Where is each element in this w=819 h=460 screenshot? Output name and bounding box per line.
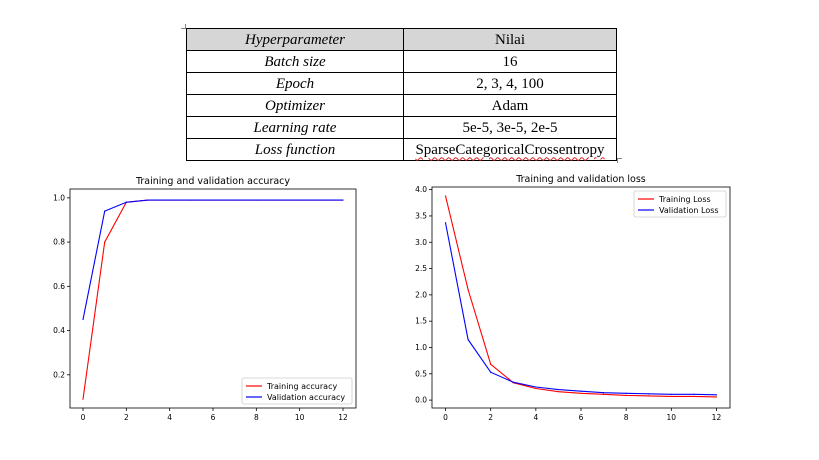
x-tick-label: 2 (124, 413, 129, 422)
x-tick-label: 4 (167, 413, 172, 422)
y-tick-label: 0.5 (415, 369, 427, 378)
row-value: 16 (403, 50, 617, 73)
x-tick-label: 8 (254, 413, 259, 422)
data-point (320, 199, 322, 201)
legend-label: Validation Loss (659, 206, 719, 215)
data-point (580, 392, 582, 394)
x-tick-label: 0 (81, 413, 86, 422)
y-tick-label: 1.0 (53, 193, 65, 202)
data-point (467, 289, 469, 291)
hyperparameter-table: Hyperparameter Nilai Batch size 16 Epoch… (186, 28, 617, 161)
row-label: Learning rate (186, 116, 404, 139)
data-point (147, 199, 149, 201)
data-point (444, 195, 447, 197)
x-tick-label: 12 (712, 413, 722, 422)
x-tick-label: 2 (488, 413, 493, 422)
data-point (670, 395, 672, 398)
data-point (625, 392, 627, 394)
y-tick-label: 1.0 (415, 343, 427, 352)
data-point (104, 241, 106, 243)
data-point (467, 338, 469, 341)
data-point (670, 393, 672, 395)
table-corner-mark (617, 158, 622, 163)
y-tick-label: 0.2 (53, 370, 65, 379)
data-point (557, 391, 560, 393)
chart-title: Training and validation accuracy (135, 176, 290, 187)
data-point (693, 393, 695, 395)
data-point (693, 395, 695, 398)
legend-box (241, 377, 353, 405)
data-point (715, 396, 718, 398)
x-tick-label: 12 (338, 413, 348, 422)
data-point (490, 371, 492, 373)
x-tick-label: 8 (624, 413, 629, 422)
data-point (602, 393, 605, 395)
y-tick-label: 1.5 (415, 317, 427, 326)
row-value: SparseCategoricalCrossentropy (403, 138, 617, 161)
series-line (444, 195, 717, 398)
table-header-hyperparameter: Hyperparameter (186, 28, 404, 51)
x-tick-label: 10 (667, 413, 677, 422)
plot-frame (431, 186, 731, 409)
series-line (444, 222, 717, 396)
data-point (557, 388, 560, 391)
data-point (625, 394, 627, 396)
data-point (342, 199, 344, 201)
data-point (169, 199, 171, 201)
loss-function-value: SparseCategoricalCrossentropy (415, 141, 605, 158)
y-tick-label: 0.8 (53, 238, 65, 247)
row-label: Loss function (186, 138, 404, 161)
data-point (277, 199, 279, 201)
x-tick-label: 6 (579, 413, 584, 422)
data-point (212, 199, 214, 201)
data-point (82, 318, 84, 321)
y-tick-label: 0.0 (415, 396, 427, 405)
x-tick-label: 0 (443, 413, 448, 422)
y-tick-label: 4.0 (415, 185, 427, 194)
chart-title: Training and validation loss (515, 174, 646, 185)
legend-label: Training Loss (658, 195, 711, 204)
y-tick-label: 2.0 (415, 290, 427, 299)
data-point (490, 363, 492, 365)
y-tick-label: 3.5 (415, 211, 427, 220)
table-corner-mark (181, 24, 186, 29)
data-point (255, 199, 257, 201)
data-point (190, 199, 192, 201)
x-tick-label: 6 (211, 413, 216, 422)
data-point (82, 398, 84, 400)
row-value: Adam (403, 94, 617, 117)
table-row: Batch size 16 (186, 50, 617, 73)
x-tick-label: 4 (533, 413, 538, 422)
data-point (104, 210, 106, 212)
data-point (299, 199, 301, 201)
legend-label: Validation accuracy (267, 393, 345, 402)
legend-label: Training accuracy (266, 382, 337, 391)
data-point (535, 387, 537, 390)
x-tick-label: 10 (295, 413, 305, 422)
data-point (125, 201, 127, 203)
legend-box (633, 190, 727, 218)
table-row: Loss function SparseCategoricalCrossentr… (186, 138, 617, 161)
data-point (580, 390, 582, 392)
data-point (648, 393, 650, 395)
data-point (715, 394, 718, 396)
data-point (234, 199, 236, 201)
data-point (602, 392, 605, 394)
data-point (444, 222, 447, 224)
y-tick-label: 2.5 (415, 264, 427, 273)
y-tick-label: 0.6 (53, 282, 65, 291)
data-point (512, 381, 514, 383)
y-tick-label: 3.0 (415, 238, 427, 247)
data-point (535, 386, 537, 388)
table-row: Learning rate 5e-5, 3e-5, 2e-5 (186, 116, 617, 139)
y-tick-label: 0.4 (53, 326, 65, 335)
data-point (648, 395, 650, 397)
